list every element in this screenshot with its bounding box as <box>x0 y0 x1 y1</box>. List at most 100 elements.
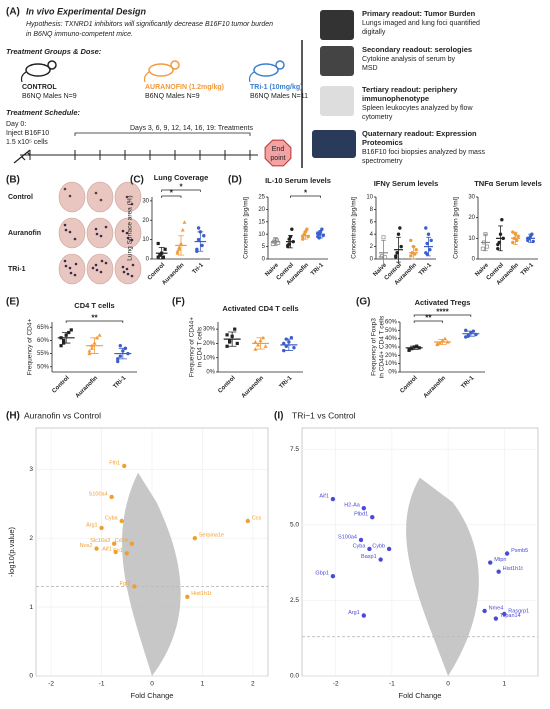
y-tick-label: 20 <box>258 207 265 213</box>
y-axis-label: Concentration [pg/ml] <box>351 197 358 259</box>
y-tick-label: 0% <box>206 370 215 376</box>
data-point <box>87 348 92 353</box>
y-tick-label: 0.0 <box>290 673 299 680</box>
gene-label: Gbp1 <box>315 571 328 577</box>
mouse-icon <box>248 71 255 83</box>
y-tick-label: 20 <box>142 218 149 224</box>
tumor-focus <box>68 230 72 234</box>
gene-point <box>493 616 499 621</box>
gene-label: Nme4 <box>489 605 504 611</box>
data-point <box>200 243 204 248</box>
tumor-focus <box>126 272 130 276</box>
gene-point <box>132 584 137 589</box>
data-point <box>414 248 418 252</box>
sd-whisker <box>227 331 237 347</box>
sd-whisker <box>273 237 278 246</box>
lung-photo <box>58 181 86 213</box>
group-name: TRi-1 (10mg/kg) <box>250 84 303 91</box>
data-point <box>118 343 122 348</box>
readout-image <box>320 10 354 40</box>
x-tick-label: -2 <box>333 681 339 688</box>
gene-point <box>502 611 507 617</box>
significance-bracket <box>65 320 124 323</box>
significance-label: **** <box>436 308 449 317</box>
panel-label: (H) <box>6 411 20 422</box>
y-tick-label: 60% <box>37 338 50 344</box>
readout-title: Tertiary readout: periphery <box>362 85 458 94</box>
sd-whisker <box>288 235 293 249</box>
mouse-icon <box>143 71 150 83</box>
tumor-focus <box>63 259 67 263</box>
data-point <box>394 255 398 259</box>
schedule-text: 1.5 x10⁵ cells <box>6 139 48 146</box>
gene-point <box>124 551 129 556</box>
syringe-icon <box>13 149 31 164</box>
tumor-focus <box>130 238 134 242</box>
data-point <box>228 340 232 344</box>
tumor-focus <box>99 198 103 202</box>
sd-whisker <box>381 240 386 266</box>
data-point <box>409 238 413 243</box>
panel-label: (B) <box>6 175 20 186</box>
y-tick-label: 0 <box>146 257 150 263</box>
y-tick-label: 65% <box>37 325 50 331</box>
data-point <box>395 251 399 255</box>
readout-image <box>312 130 356 158</box>
data-point <box>426 232 431 236</box>
tumor-focus <box>73 237 77 241</box>
plot-title: IL-10 Serum levels <box>265 176 331 185</box>
lung-photo <box>58 217 86 249</box>
data-point <box>161 255 166 259</box>
data-point <box>263 344 268 348</box>
x-tick-label: -1 <box>99 681 105 688</box>
gene-label: Hist1h1t <box>191 591 212 597</box>
data-point <box>500 218 504 222</box>
significance-label: ** <box>425 314 432 323</box>
gene-point <box>488 560 493 565</box>
data-point <box>225 333 229 337</box>
section-heading: Treatment Groups & Dose: <box>6 47 102 56</box>
y-tick-label: 2.5 <box>290 597 299 604</box>
gene-label: Cyba <box>353 543 367 549</box>
readout-title: Primary readout: Tumor Burden <box>362 9 476 18</box>
y-tick-label: 10 <box>258 232 265 238</box>
data-point <box>87 351 92 356</box>
plot-title: TRi−1 vs Control <box>292 410 356 420</box>
data-point <box>425 252 429 256</box>
tumor-focus <box>121 229 125 233</box>
tumor-focus <box>125 231 129 235</box>
gene-label: Plbd1 <box>354 512 368 518</box>
x-axis-label: Fold Change <box>399 691 442 700</box>
plot-title: IFNγ Serum levels <box>374 179 439 188</box>
gene-label: Mtpn <box>494 557 506 563</box>
gene-label: Fth1 <box>109 460 120 466</box>
sd-whisker <box>466 330 476 337</box>
gene-label: Rasgrp1 <box>508 608 529 614</box>
y-tick-label: 20 <box>468 215 475 221</box>
tumor-focus <box>126 236 130 240</box>
data-point <box>177 247 182 251</box>
plot-title: TNFα Serum levels <box>474 179 542 188</box>
y-axis-label: Frequency of CD4+ <box>27 319 34 376</box>
y-tick-label: 0 <box>262 257 266 263</box>
y-tick-label: 10% <box>203 355 216 361</box>
panel-title: In vivo Experimental Design <box>26 6 147 16</box>
gene-point <box>192 536 198 541</box>
y-tick-label: 55% <box>37 351 50 357</box>
schedule-text: Days 3, 6, 9, 12, 14, 16, 19: Treatments <box>130 125 253 132</box>
gene-label: H2-Aa <box>344 503 361 509</box>
y-tick-label: 0 <box>370 257 374 263</box>
gene-label: Cyba <box>105 515 119 521</box>
data-point <box>464 335 468 339</box>
sd-whisker <box>318 230 323 239</box>
data-point <box>163 247 167 251</box>
plot-title: Auranofin vs Control <box>24 410 101 420</box>
x-tick-label: -1 <box>389 681 395 688</box>
readout-title: Secondary readout: serologies <box>362 45 472 54</box>
data-point <box>480 246 485 251</box>
tumor-focus <box>94 191 98 195</box>
significance-bracket <box>413 314 472 317</box>
tumor-focus <box>74 262 78 266</box>
y-axis-label: Frequency of CD44+ <box>189 317 196 377</box>
sd-whisker <box>483 233 488 252</box>
